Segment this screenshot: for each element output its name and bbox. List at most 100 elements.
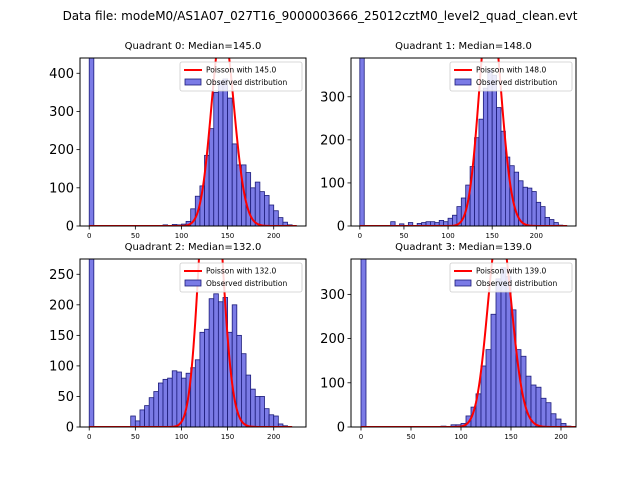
- legend-line-label: Poisson with 145.0: [206, 66, 276, 75]
- y-tick-label: 100: [320, 376, 345, 391]
- histogram-bar: [495, 278, 502, 427]
- histogram-bar: [531, 191, 537, 226]
- x-tick-label: 100: [441, 232, 454, 240]
- legend-bar-label: Observed distribution: [476, 279, 557, 288]
- histogram-bar: [167, 377, 173, 427]
- x-tick-label: 0: [358, 232, 362, 240]
- histogram-bar: [231, 143, 238, 226]
- histogram-bar: [282, 221, 288, 226]
- histogram-bar: [553, 222, 559, 226]
- histogram-bar: [171, 370, 178, 427]
- panel-title: Quadrant 0: Median=145.0: [125, 41, 262, 52]
- histogram-bar: [550, 413, 557, 427]
- histogram-bar: [560, 423, 567, 427]
- histogram-bar: [535, 201, 542, 226]
- y-tick-label: 250: [49, 268, 74, 283]
- y-tick-label: 100: [49, 359, 74, 374]
- y-tick-label: 400: [49, 67, 74, 82]
- legend-bar-label: Observed distribution: [206, 279, 287, 288]
- histogram-bar: [359, 58, 365, 226]
- y-tick-label: 50: [57, 390, 74, 405]
- x-tick-label: 200: [267, 433, 280, 441]
- axes-frame: [350, 57, 577, 227]
- histogram-bar: [213, 293, 219, 427]
- histogram-bar: [259, 191, 265, 226]
- y-tick-label: 200: [320, 133, 345, 148]
- histogram-bar: [254, 181, 261, 226]
- histogram-bar: [227, 97, 233, 226]
- legend-line-label: Poisson with 132.0: [206, 267, 276, 276]
- x-tick-label: 0: [87, 433, 91, 441]
- histogram-bar: [245, 172, 252, 226]
- x-tick-label: 200: [530, 232, 543, 240]
- histogram-bar: [217, 80, 224, 226]
- legend-box: [179, 262, 303, 293]
- histogram-bar: [162, 378, 169, 427]
- histogram-bar: [482, 87, 489, 226]
- legend-bar-swatch: [184, 78, 202, 86]
- histogram-bar: [204, 328, 210, 427]
- legend-bar-swatch: [184, 279, 202, 287]
- legend-box: [179, 61, 303, 92]
- histogram-bar: [139, 409, 145, 427]
- histogram-bar: [130, 415, 136, 427]
- histogram-bar: [208, 128, 215, 226]
- x-tick-label: 150: [504, 433, 517, 441]
- x-tick-label: 0: [359, 433, 363, 441]
- legend-bar-swatch: [454, 279, 472, 287]
- histogram-bar: [213, 91, 219, 226]
- x-tick-label: 200: [554, 433, 567, 441]
- legend-bar-label: Observed distribution: [476, 78, 557, 87]
- x-tick-label: 50: [131, 232, 140, 240]
- histogram-bar: [277, 217, 284, 226]
- poisson-curve: [89, 58, 297, 226]
- legend-box: [449, 61, 573, 92]
- y-tick-label: 300: [49, 105, 74, 120]
- legend: Poisson with 132.0 Observed distribution: [179, 262, 303, 293]
- x-tick-label: 50: [131, 433, 140, 441]
- poisson-curve: [361, 259, 576, 427]
- x-tick-label: 150: [485, 232, 498, 240]
- y-tick-label: 100: [320, 176, 345, 191]
- histogram-bar: [480, 365, 487, 427]
- x-tick-label: 200: [267, 232, 280, 240]
- histogram-bar: [487, 69, 493, 226]
- legend: Poisson with 145.0 Observed distribution: [179, 61, 303, 92]
- x-tick-label: 150: [221, 232, 234, 240]
- legend-box: [449, 262, 573, 293]
- y-tick-label: 0: [337, 421, 345, 436]
- histogram-bar: [496, 107, 502, 226]
- histogram-bar: [399, 223, 405, 226]
- histogram-bar: [478, 118, 484, 226]
- histogram-bar: [222, 78, 228, 226]
- legend: Poisson with 139.0 Observed distribution: [449, 262, 573, 293]
- histogram-bar: [264, 408, 270, 427]
- y-tick-label: 0: [66, 220, 74, 235]
- legend: Poisson with 148.0 Observed distribution: [449, 61, 573, 92]
- histogram-bar: [254, 396, 261, 427]
- histogram-bar: [176, 371, 182, 427]
- histogram-bar: [250, 388, 256, 427]
- axes-frame: [79, 57, 307, 227]
- histogram-bar: [148, 397, 155, 427]
- histogram-bar: [153, 391, 159, 427]
- x-tick-label: 50: [407, 433, 416, 441]
- histogram-bar: [555, 418, 562, 427]
- y-tick-label: 200: [49, 143, 74, 158]
- histogram-bar: [268, 204, 275, 226]
- histogram-bar: [158, 382, 164, 427]
- panel-quadrant-3: 0 100 200 300 0 50 100 150 200 Quadrant 3: Median…: [320, 242, 577, 441]
- panel-title: Quadrant 2: Median=132.0: [125, 242, 262, 253]
- y-tick-label: 200: [320, 332, 345, 347]
- histogram-bar: [88, 259, 95, 427]
- histogram-bar: [259, 396, 265, 427]
- histogram-bar: [490, 313, 497, 427]
- plot-area: [359, 58, 568, 226]
- x-tick-label: 50: [399, 232, 408, 240]
- histogram-bar: [407, 222, 414, 226]
- y-tick-label: 200: [49, 298, 74, 313]
- plot-area: [88, 58, 297, 226]
- y-tick-label: 100: [49, 181, 74, 196]
- histogram-bar: [241, 353, 247, 427]
- x-tick-label: 100: [175, 433, 188, 441]
